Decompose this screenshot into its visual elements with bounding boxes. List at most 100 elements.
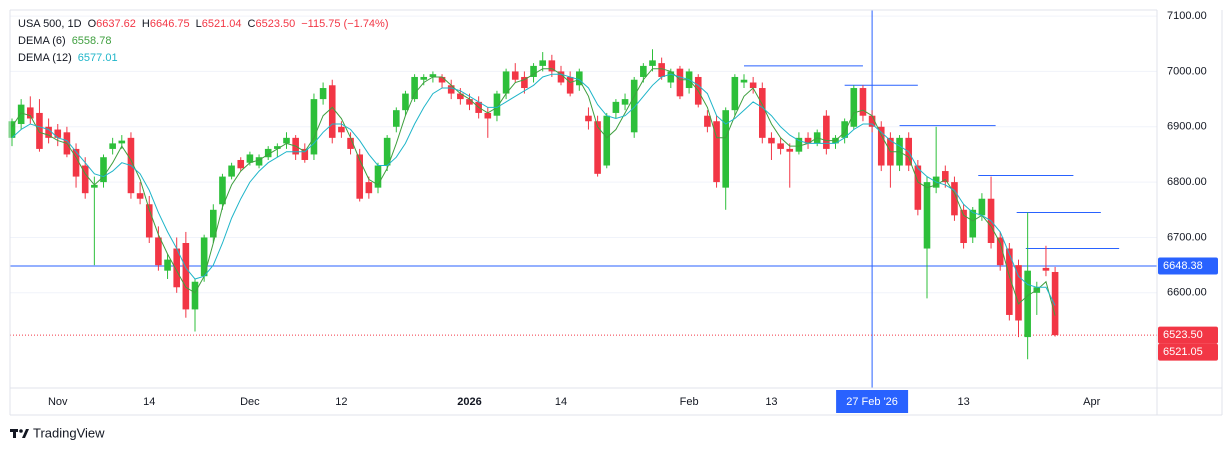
candle-body: [667, 71, 675, 83]
candle-body: [420, 76, 428, 80]
candle-body: [36, 112, 43, 149]
candle-body: [27, 107, 34, 119]
candle-body: [960, 209, 967, 243]
candle-body: [264, 148, 272, 158]
candle-body: [914, 165, 922, 210]
candle-body: [145, 204, 153, 238]
candle-body: [219, 176, 226, 205]
last-price-tag-box: [1158, 326, 1218, 344]
candle-body: [182, 242, 190, 310]
candle-body: [54, 129, 62, 138]
candle-body: [457, 93, 464, 100]
symbol: USA 500, 1D: [18, 18, 82, 30]
x-tick-label: 14: [555, 396, 567, 408]
candle-body: [319, 88, 327, 100]
candle-body: [118, 140, 126, 144]
candle-body: [310, 99, 318, 155]
candle-body: [942, 171, 949, 183]
candle-body: [877, 126, 885, 166]
candle-body: [640, 65, 647, 77]
candle-body: [868, 115, 876, 127]
candle-body: [411, 76, 418, 100]
brand: TradingView: [33, 425, 105, 440]
candle-body: [649, 60, 656, 66]
x-tick-label: Nov: [48, 396, 68, 408]
candle-body: [621, 99, 629, 105]
y-tick-label: 7000.00: [1167, 65, 1207, 77]
candle-body: [228, 165, 235, 177]
candle-body: [969, 209, 977, 238]
candle-body: [81, 165, 89, 194]
ohlc-key: L: [196, 18, 202, 30]
crosshair-price-tag-label: 6648.38: [1163, 260, 1203, 272]
candle-body: [996, 237, 1004, 266]
candle-body: [612, 101, 620, 113]
candle-body: [173, 248, 180, 288]
candle-body: [17, 104, 25, 125]
candle-body: [511, 71, 519, 80]
candle-body: [585, 115, 592, 122]
candle-body: [704, 115, 711, 127]
candle-body: [255, 157, 263, 166]
y-tick-label: 6800.00: [1167, 176, 1207, 188]
logo-part: [13, 429, 16, 438]
candle-body: [850, 88, 858, 127]
candle-body: [713, 121, 720, 183]
candle-body: [347, 137, 354, 149]
legend-entry: DEMA (6) 6558.78: [18, 35, 111, 47]
candle-body: [45, 126, 52, 138]
ohlc-value: 6637.62: [96, 18, 136, 30]
candle-body: [557, 71, 565, 83]
candle-body: [1051, 271, 1059, 336]
candle-body: [1015, 265, 1022, 321]
candle-body: [72, 148, 80, 177]
candle-body: [859, 88, 867, 116]
candle-body: [786, 148, 794, 152]
legend-name: DEMA (12): [18, 52, 72, 64]
x-tick-label: Apr: [1083, 396, 1100, 408]
candle-body: [393, 110, 400, 127]
candle-body: [8, 121, 16, 138]
ohlc-key: C: [248, 18, 256, 30]
crosshair-x-tag: [836, 390, 909, 413]
last-price-tag-label: 6523.50: [1163, 329, 1203, 341]
candle-body: [283, 137, 290, 144]
candle-body: [447, 85, 455, 94]
ohlc-value: 6646.75: [150, 18, 190, 30]
price-marker-box: [1158, 343, 1218, 361]
candle-body: [841, 121, 848, 138]
y-tick-label: 7100.00: [1167, 10, 1207, 22]
candle-body: [759, 88, 766, 138]
price-marker-label: 6521.05: [1163, 346, 1203, 358]
candle-body: [740, 79, 748, 83]
legend-value: 6558.78: [72, 35, 112, 47]
logo: [10, 429, 29, 438]
candle-body: [923, 182, 931, 249]
candle-body: [383, 137, 391, 166]
candle-body: [246, 154, 254, 163]
ohlc-value: 6523.50: [255, 18, 295, 30]
candle-body: [978, 198, 986, 216]
crosshair-price-tag-box: [1158, 257, 1218, 275]
logo-part: [22, 429, 29, 438]
candle-body: [191, 281, 199, 310]
candle-body: [539, 60, 546, 66]
candle-body: [429, 74, 437, 77]
ohlc-value: 6521.04: [202, 18, 242, 30]
y-tick-label: 6900.00: [1167, 121, 1207, 133]
chart-header: USA 500, 1D O6637.62 H6646.75 L6521.04 C6523…: [18, 18, 389, 30]
x-tick-label: 13: [765, 396, 777, 408]
candle-body: [365, 182, 373, 194]
candle-body: [136, 193, 144, 199]
candle-body: [749, 82, 757, 89]
candle-body: [676, 68, 684, 97]
candle-body: [274, 146, 281, 149]
candle-body: [493, 93, 501, 116]
candle-body: [603, 115, 611, 166]
candle-body: [630, 79, 638, 133]
candle-body: [795, 137, 803, 152]
candle-body: [658, 63, 665, 77]
